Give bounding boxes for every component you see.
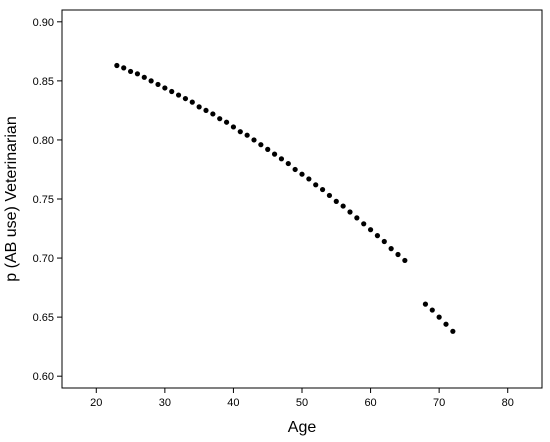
data-point xyxy=(436,314,442,320)
data-point xyxy=(402,257,408,264)
data-points xyxy=(114,62,456,334)
data-point xyxy=(319,186,326,193)
data-point xyxy=(223,119,230,125)
data-point xyxy=(155,81,161,88)
data-point xyxy=(326,192,333,199)
data-point xyxy=(169,88,175,95)
data-point xyxy=(292,166,298,173)
data-point xyxy=(127,68,134,75)
data-point xyxy=(141,74,147,80)
x-tick-label: 50 xyxy=(296,397,308,409)
x-tick-label: 40 xyxy=(227,397,239,409)
x-tick-label: 60 xyxy=(364,397,376,409)
x-tick-label: 70 xyxy=(433,397,445,409)
data-point xyxy=(361,221,367,227)
data-point xyxy=(251,137,257,143)
data-point xyxy=(265,146,271,152)
data-point xyxy=(354,215,360,221)
data-point xyxy=(134,71,141,77)
data-point xyxy=(278,156,285,162)
y-tick-label: 0.60 xyxy=(33,371,54,383)
data-point xyxy=(182,95,189,102)
data-point xyxy=(347,209,353,215)
x-tick-label: 20 xyxy=(90,397,102,409)
data-point xyxy=(162,85,168,91)
data-point xyxy=(340,203,346,209)
data-point xyxy=(258,142,264,148)
y-tick-label: 0.75 xyxy=(33,194,54,206)
data-point xyxy=(367,227,374,233)
y-axis-title: p (AB use) Veterinarian xyxy=(3,116,20,281)
data-point xyxy=(148,78,154,84)
x-tick-label: 30 xyxy=(159,397,171,409)
data-point xyxy=(388,246,394,252)
data-point xyxy=(374,233,381,239)
y-axis-ticks: 0.60 0.65 0.70 0.75 0.80 0.85 0.90 xyxy=(33,17,62,383)
data-point xyxy=(381,238,387,245)
data-point xyxy=(175,92,182,98)
y-tick-label: 0.65 xyxy=(33,312,54,324)
data-point xyxy=(450,328,456,334)
data-point xyxy=(121,65,127,71)
data-point xyxy=(237,129,243,135)
x-axis-ticks: 20 30 40 50 60 70 80 xyxy=(90,388,514,409)
data-point xyxy=(285,160,291,167)
data-point xyxy=(210,111,216,117)
data-point xyxy=(395,251,401,258)
data-point xyxy=(429,307,435,313)
data-point xyxy=(443,321,449,327)
data-point xyxy=(306,176,312,182)
data-point xyxy=(114,62,120,69)
data-point xyxy=(271,151,278,157)
data-point xyxy=(196,104,202,110)
data-point xyxy=(422,301,429,307)
x-axis-title: Age xyxy=(288,419,317,436)
data-point xyxy=(313,182,319,188)
data-point xyxy=(244,132,250,138)
data-point xyxy=(189,99,195,105)
data-point xyxy=(299,171,305,177)
data-point xyxy=(333,198,339,204)
y-tick-label: 0.90 xyxy=(33,17,54,29)
data-point xyxy=(230,124,237,130)
data-point xyxy=(203,107,209,114)
data-point xyxy=(217,116,223,122)
y-tick-label: 0.85 xyxy=(33,76,54,88)
y-tick-label: 0.70 xyxy=(33,253,54,265)
x-tick-label: 80 xyxy=(502,397,514,409)
y-tick-label: 0.80 xyxy=(33,135,54,147)
